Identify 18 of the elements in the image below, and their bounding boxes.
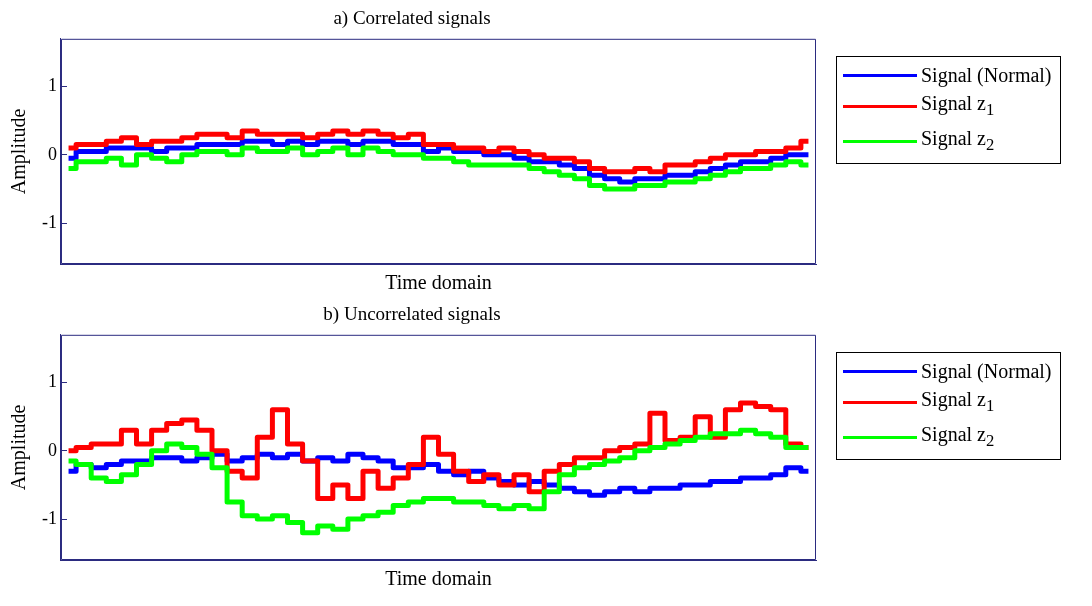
y-tick-label: 0 <box>47 143 57 164</box>
y-axis-title: Amplitude <box>7 404 31 491</box>
x-axis-title: Time domain <box>385 567 492 590</box>
y-axis-title: Amplitude <box>7 108 31 195</box>
legend-label: Signal (Normal) <box>921 63 1052 89</box>
legend-label: Signal z$_{2}$ <box>921 126 995 156</box>
legend-label: Signal z$_{1}$ <box>921 91 995 121</box>
legend-label: Signal (Normal) <box>921 359 1052 385</box>
chart-title: a) Correlated signals <box>333 7 491 30</box>
chart-title: b) Uncorrelated signals <box>323 303 501 326</box>
y-tick-label: -1 <box>41 211 57 232</box>
x-axis-title: Time domain <box>385 271 492 294</box>
y-tick-label: -1 <box>41 507 57 528</box>
y-tick-label: 0 <box>47 439 57 460</box>
legend-label: Signal z$_{1}$ <box>921 387 995 417</box>
y-tick-label: 1 <box>47 371 57 392</box>
y-tick-label: 1 <box>47 75 57 96</box>
legend-label: Signal z$_{2}$ <box>921 422 995 452</box>
